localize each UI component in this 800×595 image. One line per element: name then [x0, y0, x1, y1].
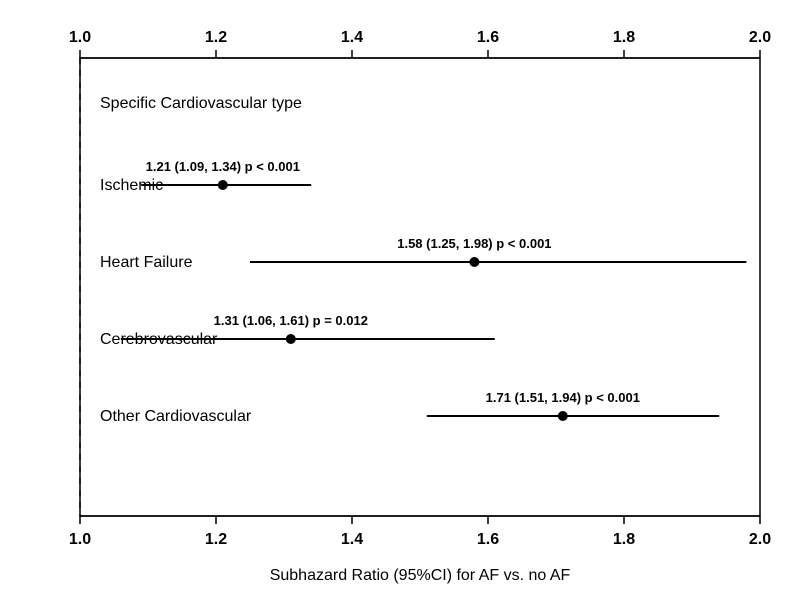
- plot-border: [80, 58, 760, 516]
- forest-row: Cerebrovascular1.31 (1.06, 1.61) p = 0.0…: [100, 313, 495, 348]
- bottom-tick-label: 1.2: [205, 531, 227, 548]
- section-header: Specific Cardiovascular type: [100, 95, 302, 112]
- top-tick-label: 1.4: [341, 29, 363, 46]
- forest-rows: Ischemic1.21 (1.09, 1.34) p < 0.001 Heart…: [100, 159, 746, 425]
- row-label: Heart Failure: [100, 254, 193, 271]
- row-label: Other Cardiovascular: [100, 408, 252, 425]
- bottom-tick-label: 1.4: [341, 531, 363, 548]
- top-tick-label: 1.2: [205, 29, 227, 46]
- forest-row: Other Cardiovascular 1.71 (1.51, 1.94) p …: [100, 390, 719, 425]
- forest-plot: 1.0 1.0 1.2 1.2 1.4 1.4 1.6 1.6 1.8 1.8 2.0 2.0 Spe…: [0, 0, 800, 595]
- bottom-tick-label: 1.6: [477, 531, 499, 548]
- x-axis-label: Subhazard Ratio (95%CI) for AF vs. no AF: [270, 567, 571, 584]
- point-estimate: [469, 257, 479, 267]
- bottom-tick-label: 1.8: [613, 531, 635, 548]
- point-estimate: [558, 411, 568, 421]
- point-estimate: [218, 180, 228, 190]
- top-tick-label: 1.6: [477, 29, 499, 46]
- ci-annotation: 1.58 (1.25, 1.98) p < 0.001: [397, 236, 551, 251]
- bottom-tick-label: 1.0: [69, 531, 91, 548]
- top-tick-label: 2.0: [749, 29, 771, 46]
- bottom-tick-label: 2.0: [749, 531, 771, 548]
- top-tick-label: 1.0: [69, 29, 91, 46]
- point-estimate: [286, 334, 296, 344]
- ci-annotation: 1.31 (1.06, 1.61) p = 0.012: [214, 313, 368, 328]
- ci-annotation: 1.21 (1.09, 1.34) p < 0.001: [146, 159, 300, 174]
- ci-annotation: 1.71 (1.51, 1.94) p < 0.001: [486, 390, 640, 405]
- top-tick-label: 1.8: [613, 29, 635, 46]
- forest-row: Heart Failure 1.58 (1.25, 1.98) p < 0.001: [100, 236, 746, 271]
- forest-row: Ischemic1.21 (1.09, 1.34) p < 0.001: [100, 159, 311, 194]
